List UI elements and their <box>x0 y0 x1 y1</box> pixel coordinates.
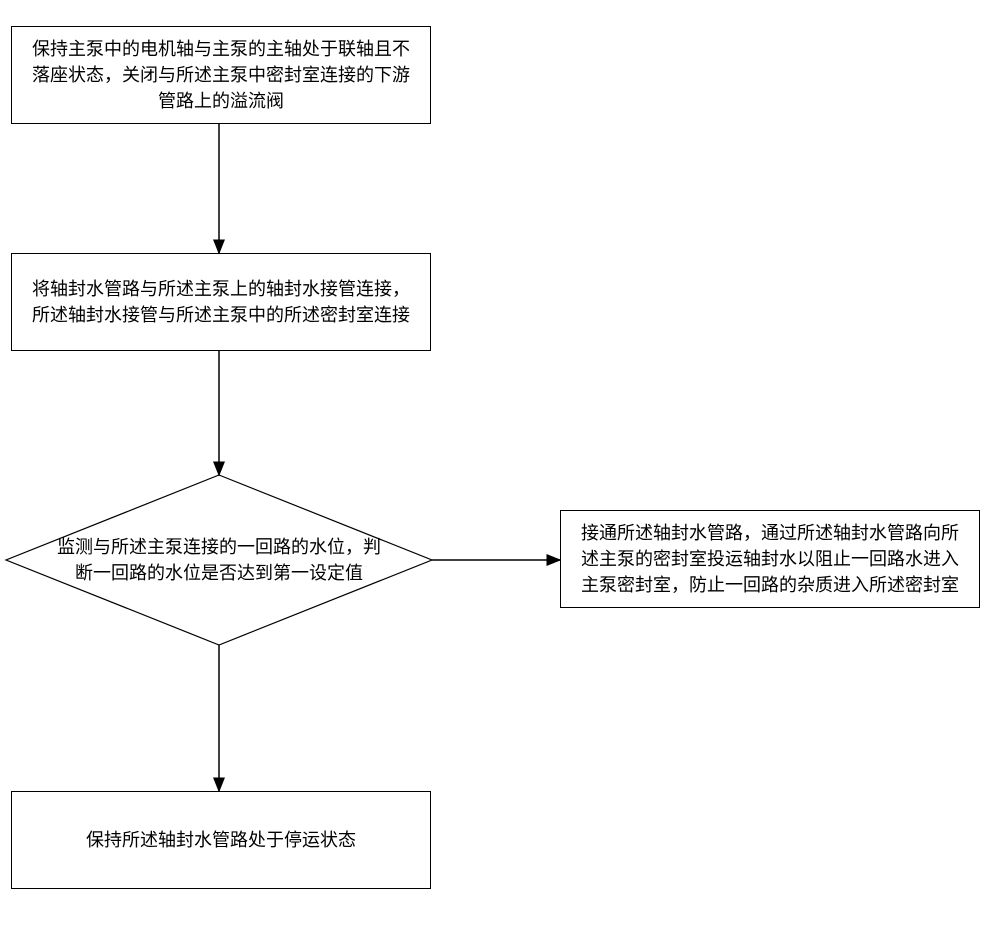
flowchart-step-1: 保持主泵中的电机轴与主泵的主轴处于联轴且不落座状态，关闭与所述主泵中密封室连接的… <box>11 26 431 124</box>
flowchart-decision: 监测与所述主泵连接的一回路的水位，判断一回路的水位是否达到第一设定值 <box>20 511 418 609</box>
flowchart-step-2: 将轴封水管路与所述主泵上的轴封水接管连接，所述轴封水接管与所述主泵中的所述密封室… <box>11 253 431 351</box>
flowchart-step-1-text: 保持主泵中的电机轴与主泵的主轴处于联轴且不落座状态，关闭与所述主泵中密封室连接的… <box>26 36 416 114</box>
flowchart-step-right: 接通所述轴封水管路，通过所述轴封水管路向所述主泵的密封室投运轴封水以阻止一回路水… <box>560 510 980 608</box>
flowchart-svg-layer <box>0 0 1000 926</box>
flowchart-step-bottom-text: 保持所述轴封水管路处于停运状态 <box>86 827 356 853</box>
flowchart-step-bottom: 保持所述轴封水管路处于停运状态 <box>11 791 431 889</box>
flowchart-step-right-text: 接通所述轴封水管路，通过所述轴封水管路向所述主泵的密封室投运轴封水以阻止一回路水… <box>575 520 965 598</box>
flowchart-step-2-text: 将轴封水管路与所述主泵上的轴封水接管连接，所述轴封水接管与所述主泵中的所述密封室… <box>26 276 416 328</box>
flowchart-decision-text: 监测与所述主泵连接的一回路的水位，判断一回路的水位是否达到第一设定值 <box>50 534 388 586</box>
